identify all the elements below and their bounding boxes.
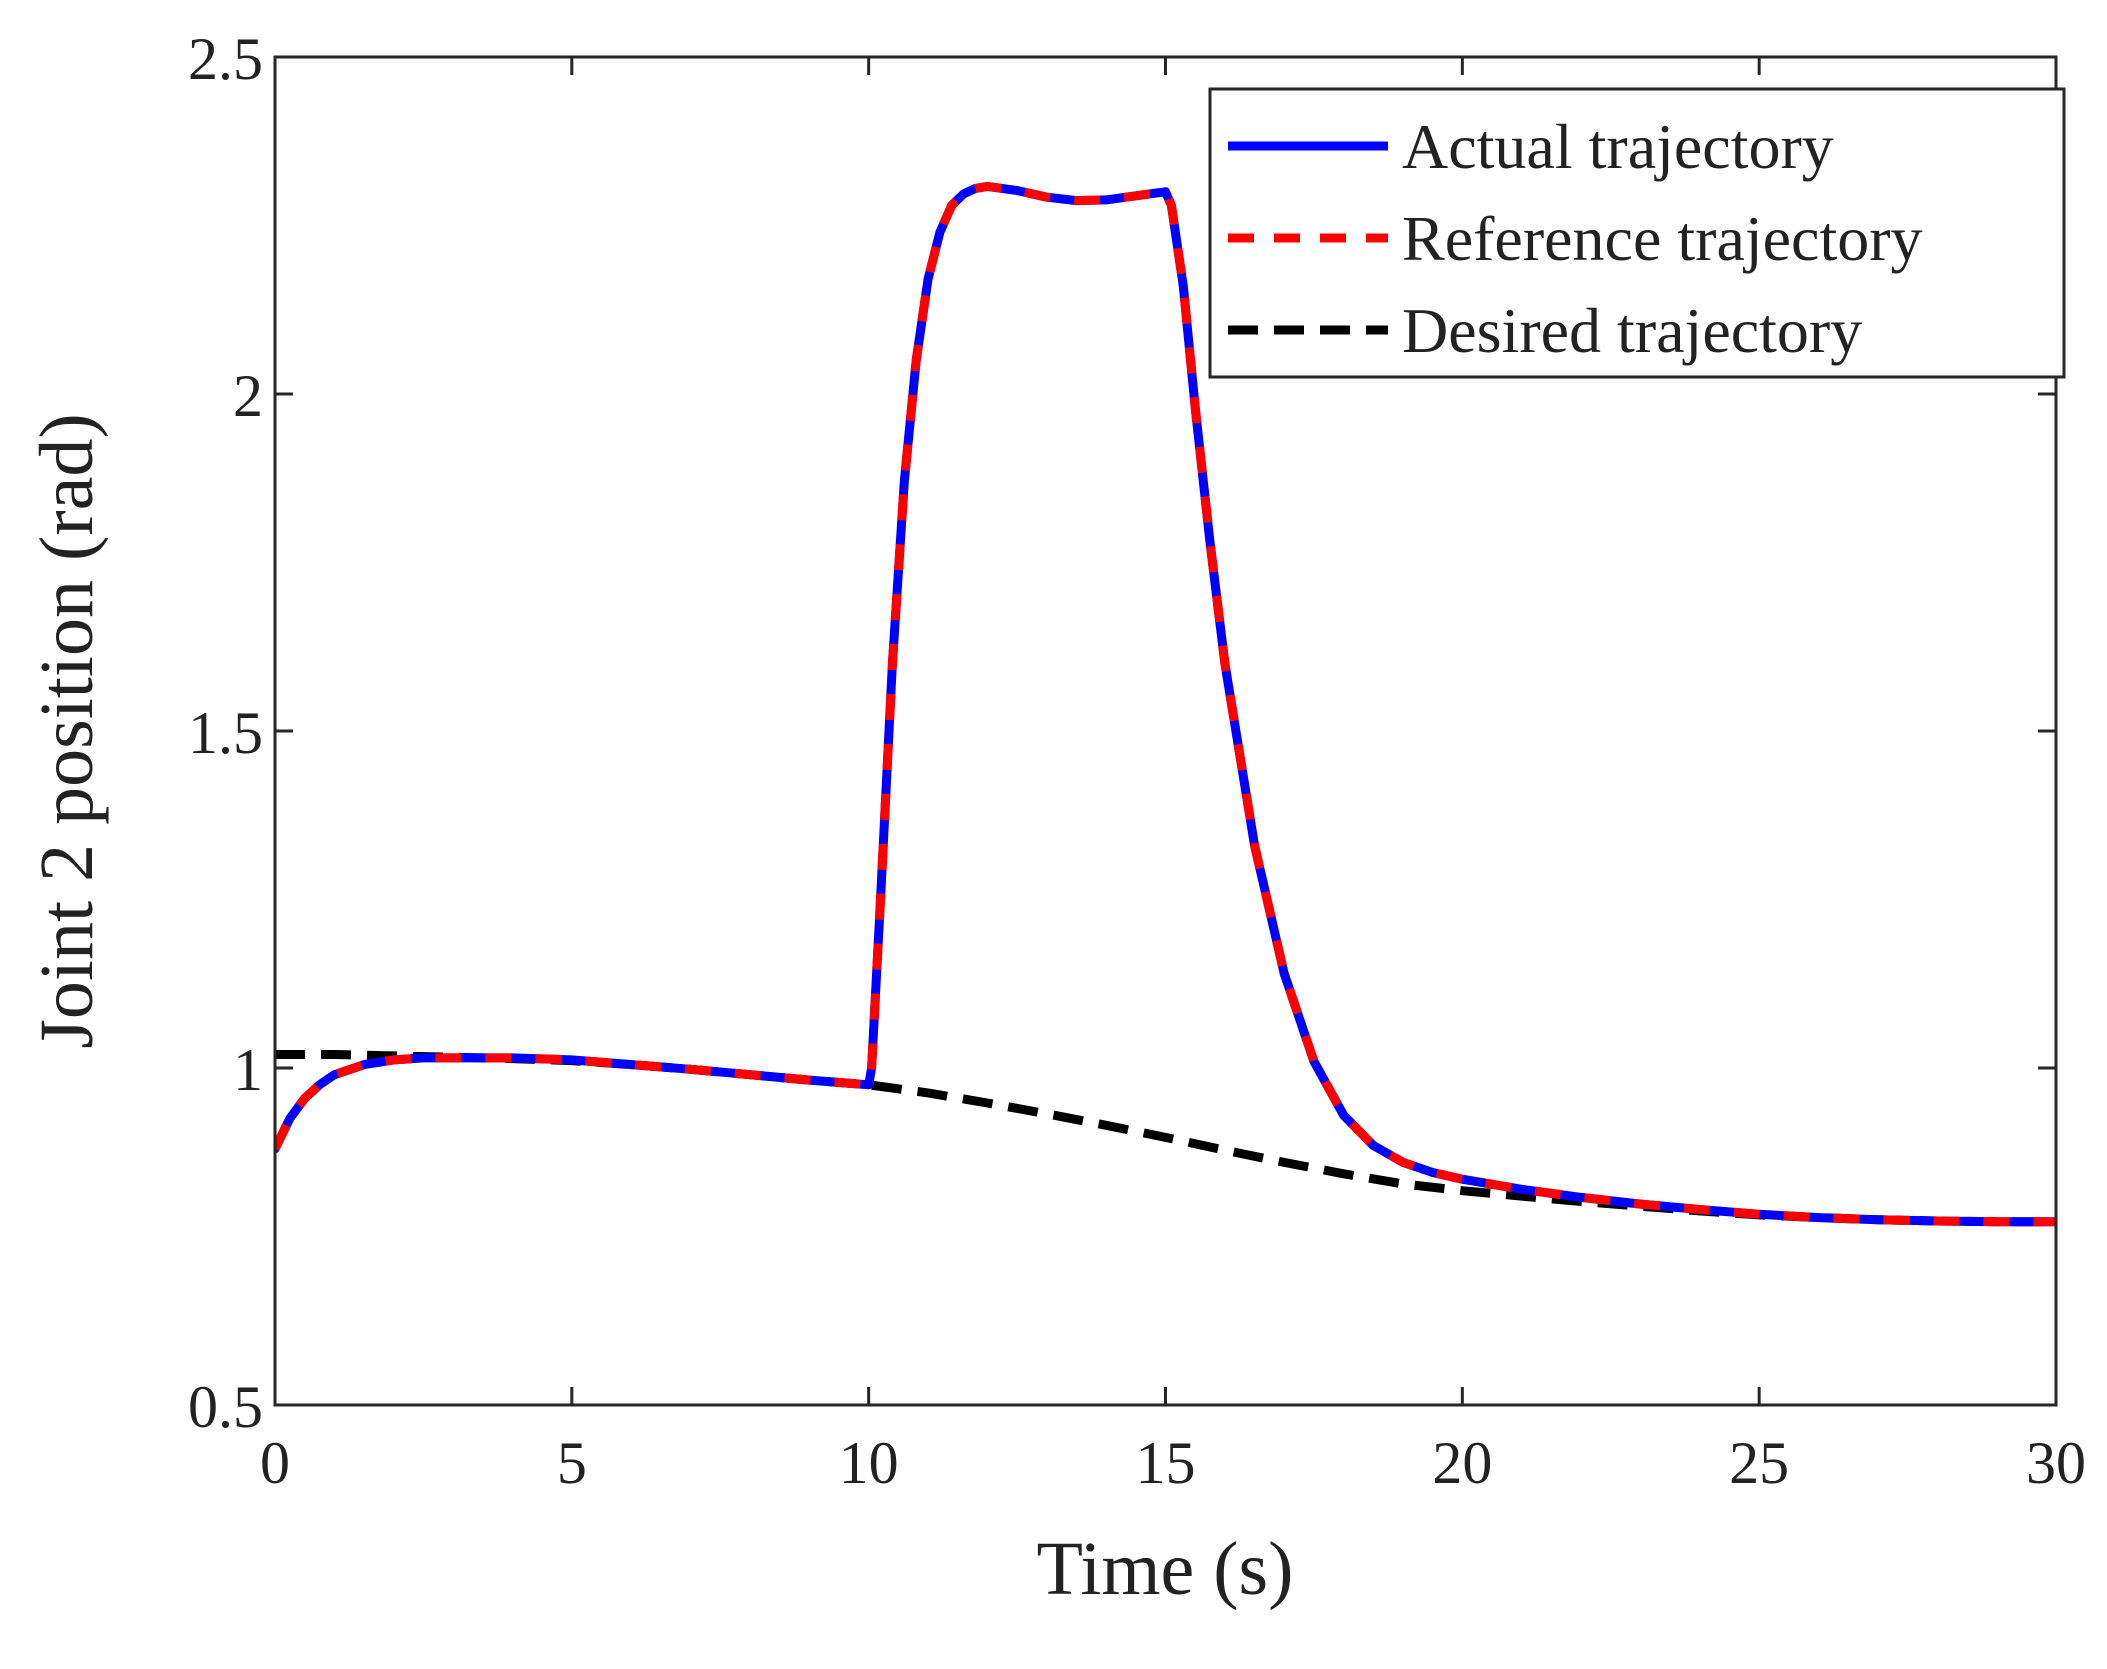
y-axis-title: Joint 2 position (rad) [25,413,109,1048]
legend-label: Reference trajectory [1402,203,1923,274]
legend-items: Actual trajectory Reference trajectory Des… [1228,111,1923,366]
legend: Actual trajectory Reference trajectory Des… [1208,87,2066,379]
x-axis-title: Time (s) [1037,1527,1294,1611]
x-tick-label: 25 [1729,1430,1789,1496]
series-line-reference-trajectory [275,181,2056,1227]
y-tick-label: 1.5 [188,700,263,766]
legend-box [1208,87,2066,379]
y-tick-label: 2.5 [188,26,263,92]
x-tick-label: 20 [1432,1430,1492,1496]
y-tick-label: 0.5 [188,1374,263,1440]
x-tick-label: 0 [260,1430,290,1496]
legend-label: Actual trajectory [1402,111,1834,182]
y-axis-ticks: 0.5 1 1.5 2 2.5 [188,26,2056,1440]
x-tick-label: 30 [2026,1430,2086,1496]
series-layer [275,181,2056,1227]
x-tick-label: 10 [839,1430,899,1496]
y-tick-label: 1 [233,1037,263,1103]
x-tick-label: 5 [557,1430,587,1496]
y-tick-label: 2 [233,363,263,429]
legend-label: Desired trajectory [1402,295,1862,366]
x-axis-ticks: 0 5 10 15 20 25 30 [260,57,2086,1496]
x-tick-label: 15 [1136,1430,1196,1496]
